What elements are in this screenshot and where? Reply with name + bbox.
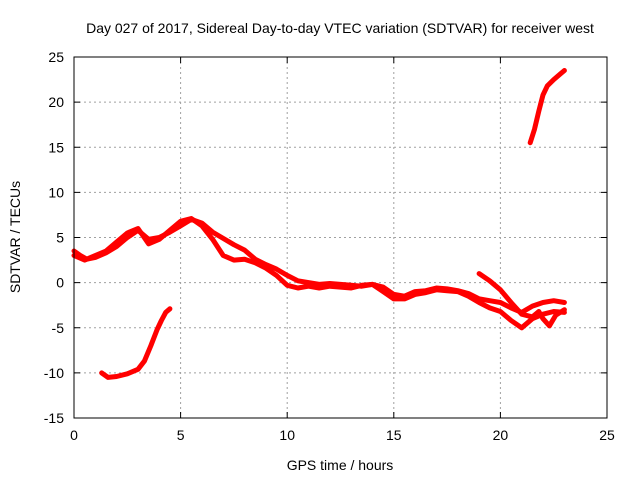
x-tick-label: 10	[279, 427, 295, 443]
x-tick-label: 0	[70, 427, 78, 443]
x-tick-label: 25	[599, 427, 615, 443]
series-line-track-a	[71, 216, 567, 315]
y-tick-label: 20	[48, 94, 64, 110]
chart-title: Day 027 of 2017, Sidereal Day-to-day VTE…	[86, 20, 594, 36]
series-line-track-c	[476, 271, 567, 329]
plot-frame	[73, 56, 608, 419]
x-tick-label: 15	[386, 427, 402, 443]
y-tick-label: -15	[44, 410, 64, 426]
data-series	[71, 68, 567, 380]
y-tick-label: 0	[56, 275, 64, 291]
y-tick-label: -5	[52, 320, 65, 336]
series-line-track-high	[527, 68, 567, 146]
y-tick-label: 5	[56, 230, 64, 246]
y-tick-label: 15	[48, 139, 64, 155]
tick-labels: 0 5 10 15 20 25 -15 -10 -5 0 5 10 15 20 25	[44, 49, 615, 443]
x-tick-label: 20	[493, 427, 509, 443]
y-tick-label: -10	[44, 365, 64, 381]
y-axis-label: SDTVAR / TECUs	[7, 181, 23, 293]
series-line-track-low	[99, 306, 173, 380]
series-line-track-b	[71, 216, 567, 331]
y-tick-label: 10	[48, 184, 64, 200]
x-axis-label: GPS time / hours	[287, 457, 394, 473]
x-tick-label: 5	[177, 427, 185, 443]
y-tick-label: 25	[48, 49, 64, 65]
